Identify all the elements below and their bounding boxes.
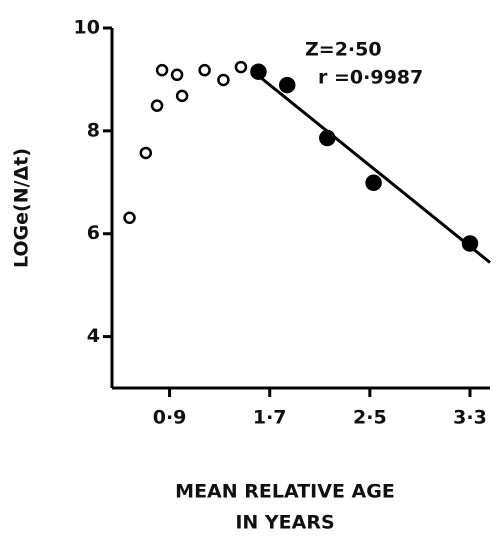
y-axis-label: LOGe(N/Δt) xyxy=(11,148,33,268)
x-tick-label: 2·5 xyxy=(353,407,387,429)
point xyxy=(217,73,230,87)
annotation: r =0·9987 xyxy=(318,67,423,89)
point xyxy=(234,60,248,74)
point xyxy=(365,174,382,192)
point xyxy=(250,63,267,80)
point xyxy=(175,89,189,103)
point xyxy=(170,68,184,82)
point xyxy=(319,129,336,147)
point xyxy=(139,146,153,160)
x-tick-label: 1·7 xyxy=(253,407,287,429)
point xyxy=(461,235,479,252)
x-tick-label: 3·3 xyxy=(453,407,487,429)
point xyxy=(155,63,169,77)
fit-line xyxy=(253,71,491,264)
x-tick-label: 0·9 xyxy=(153,407,187,429)
y-tick-label: 8 xyxy=(87,119,100,141)
x-axis-label: MEAN RELATIVE AGE xyxy=(175,481,395,503)
point xyxy=(198,63,211,77)
annotation: Z=2·50 xyxy=(305,39,382,61)
y-tick-label: 10 xyxy=(74,17,100,39)
point xyxy=(278,76,296,94)
y-tick-label: 6 xyxy=(87,222,100,244)
point xyxy=(150,99,164,112)
point xyxy=(123,211,136,225)
y-tick-label: 4 xyxy=(87,325,100,347)
x-axis-label: IN YEARS xyxy=(235,512,334,534)
